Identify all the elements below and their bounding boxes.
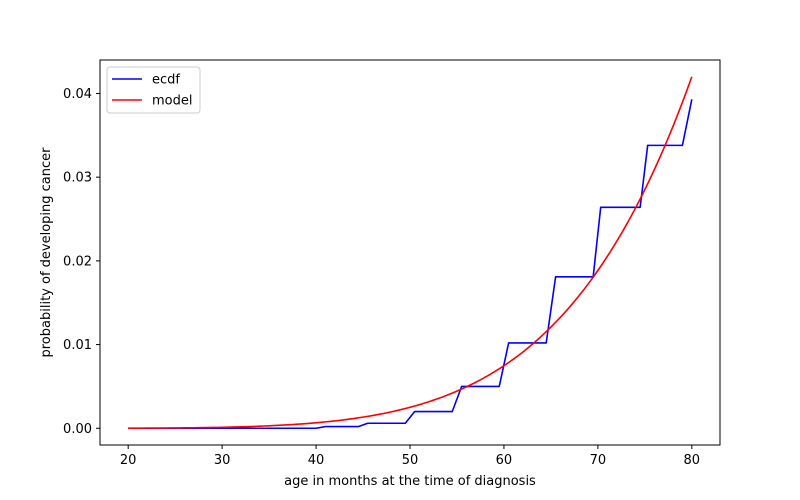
x-tick-label: 50 — [402, 453, 419, 468]
x-tick-label: 40 — [308, 453, 325, 468]
y-tick-label: 0.00 — [63, 422, 92, 437]
plot-frame — [99, 59, 721, 446]
y-axis-label: probability of developing cancer — [39, 147, 54, 358]
y-tick-label: 0.01 — [63, 338, 92, 353]
legend-label-model: model — [152, 94, 192, 109]
x-tick-label: 70 — [590, 453, 607, 468]
series-layer — [128, 76, 693, 430]
legend-label-ecdf: ecdf — [152, 73, 180, 88]
series-line-ecdf — [128, 99, 693, 430]
legend: ecdf model — [106, 66, 201, 114]
y-tick-label: 0.03 — [63, 171, 92, 186]
series-line-model — [128, 76, 693, 429]
y-tick-label: 0.04 — [63, 87, 92, 102]
x-tick-label: 20 — [120, 453, 137, 468]
x-tick-label: 30 — [214, 453, 231, 468]
x-axis-label: age in months at the time of diagnosis — [284, 474, 536, 489]
x-tick-label: 80 — [684, 453, 701, 468]
x-tick-label: 60 — [496, 453, 513, 468]
y-tick-label: 0.02 — [63, 254, 92, 269]
axis-ticks: 20 30 40 50 60 70 80 0.00 0.01 0.02 0.03 0.04 — [63, 87, 700, 468]
